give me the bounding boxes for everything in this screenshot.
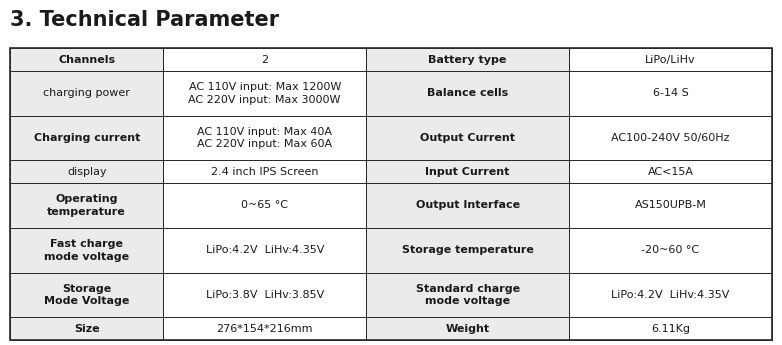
Bar: [163, 48, 366, 71]
Bar: [10, 183, 163, 228]
Bar: [569, 317, 772, 340]
Text: 2.4 inch IPS Screen: 2.4 inch IPS Screen: [211, 167, 318, 177]
Bar: [569, 116, 772, 160]
Bar: [10, 48, 163, 71]
Bar: [569, 71, 772, 116]
Text: Output Interface: Output Interface: [415, 200, 520, 210]
Bar: [10, 160, 163, 183]
Bar: [366, 160, 569, 183]
Bar: [163, 116, 366, 160]
Bar: [10, 228, 163, 273]
Bar: [10, 71, 163, 116]
Bar: [10, 273, 163, 317]
Bar: [10, 317, 163, 340]
Bar: [366, 228, 569, 273]
Bar: [366, 116, 569, 160]
Bar: [569, 228, 772, 273]
Bar: [569, 160, 772, 183]
Bar: [366, 317, 569, 340]
Bar: [10, 228, 163, 273]
Bar: [163, 48, 366, 71]
Bar: [569, 273, 772, 317]
Bar: [366, 71, 569, 116]
Text: LiPo:4.2V  LiHv:4.35V: LiPo:4.2V LiHv:4.35V: [612, 290, 730, 300]
Text: Operating
temperature: Operating temperature: [48, 194, 126, 217]
Bar: [366, 273, 569, 317]
Text: LiPo/LiHv: LiPo/LiHv: [645, 55, 696, 65]
Text: LiPo:4.2V  LiHv:4.35V: LiPo:4.2V LiHv:4.35V: [206, 245, 324, 255]
Bar: [569, 71, 772, 116]
Bar: [163, 183, 366, 228]
Text: AC 110V input: Max 1200W
AC 220V input: Max 3000W: AC 110V input: Max 1200W AC 220V input: …: [188, 82, 341, 105]
Bar: [366, 48, 569, 71]
Bar: [366, 228, 569, 273]
Bar: [163, 160, 366, 183]
Text: Battery type: Battery type: [429, 55, 507, 65]
Text: Storage
Mode Voltage: Storage Mode Voltage: [44, 284, 130, 306]
Bar: [366, 116, 569, 160]
Bar: [366, 160, 569, 183]
Bar: [569, 48, 772, 71]
Bar: [10, 48, 163, 71]
Bar: [10, 273, 163, 317]
Text: Weight: Weight: [446, 324, 490, 334]
Bar: [569, 183, 772, 228]
Bar: [569, 273, 772, 317]
Bar: [10, 317, 163, 340]
Text: Charging current: Charging current: [34, 133, 140, 143]
Text: -20~60 °C: -20~60 °C: [641, 245, 699, 255]
Text: charging power: charging power: [43, 88, 130, 98]
Text: Balance cells: Balance cells: [427, 88, 508, 98]
Text: Input Current: Input Current: [425, 167, 510, 177]
Text: AC 110V input: Max 40A
AC 220V input: Max 60A: AC 110V input: Max 40A AC 220V input: Ma…: [197, 127, 332, 149]
Bar: [163, 71, 366, 116]
Text: display: display: [67, 167, 106, 177]
Text: Output Current: Output Current: [420, 133, 515, 143]
Bar: [163, 116, 366, 160]
Bar: [569, 317, 772, 340]
Bar: [163, 160, 366, 183]
Bar: [569, 116, 772, 160]
Bar: [10, 71, 163, 116]
Text: AC<15A: AC<15A: [647, 167, 694, 177]
Text: Size: Size: [74, 324, 99, 334]
Bar: [569, 183, 772, 228]
Bar: [163, 183, 366, 228]
Text: Channels: Channels: [58, 55, 115, 65]
Bar: [366, 317, 569, 340]
Text: 276*154*216mm: 276*154*216mm: [217, 324, 313, 334]
Text: AC100-240V 50/60Hz: AC100-240V 50/60Hz: [612, 133, 730, 143]
Bar: [10, 116, 163, 160]
Text: 3. Technical Parameter: 3. Technical Parameter: [10, 10, 279, 30]
Text: 2: 2: [261, 55, 268, 65]
Bar: [366, 48, 569, 71]
Bar: [163, 273, 366, 317]
Text: 6.11Kg: 6.11Kg: [651, 324, 690, 334]
Bar: [163, 317, 366, 340]
Bar: [163, 71, 366, 116]
Bar: [163, 317, 366, 340]
Bar: [163, 273, 366, 317]
Bar: [569, 48, 772, 71]
Text: 6-14 S: 6-14 S: [652, 88, 688, 98]
Bar: [10, 183, 163, 228]
Text: Storage temperature: Storage temperature: [402, 245, 533, 255]
Bar: [366, 71, 569, 116]
Bar: [10, 116, 163, 160]
Bar: [569, 160, 772, 183]
Bar: [366, 183, 569, 228]
Text: LiPo:3.8V  LiHv:3.85V: LiPo:3.8V LiHv:3.85V: [206, 290, 324, 300]
Text: Fast charge
mode voltage: Fast charge mode voltage: [45, 239, 129, 262]
Text: Standard charge
mode voltage: Standard charge mode voltage: [415, 284, 520, 306]
Bar: [163, 228, 366, 273]
Bar: [366, 183, 569, 228]
Bar: [163, 228, 366, 273]
Text: AS150UPB-M: AS150UPB-M: [634, 200, 706, 210]
Text: 0~65 °C: 0~65 °C: [241, 200, 289, 210]
Bar: [569, 228, 772, 273]
Bar: [10, 160, 163, 183]
Bar: [366, 273, 569, 317]
